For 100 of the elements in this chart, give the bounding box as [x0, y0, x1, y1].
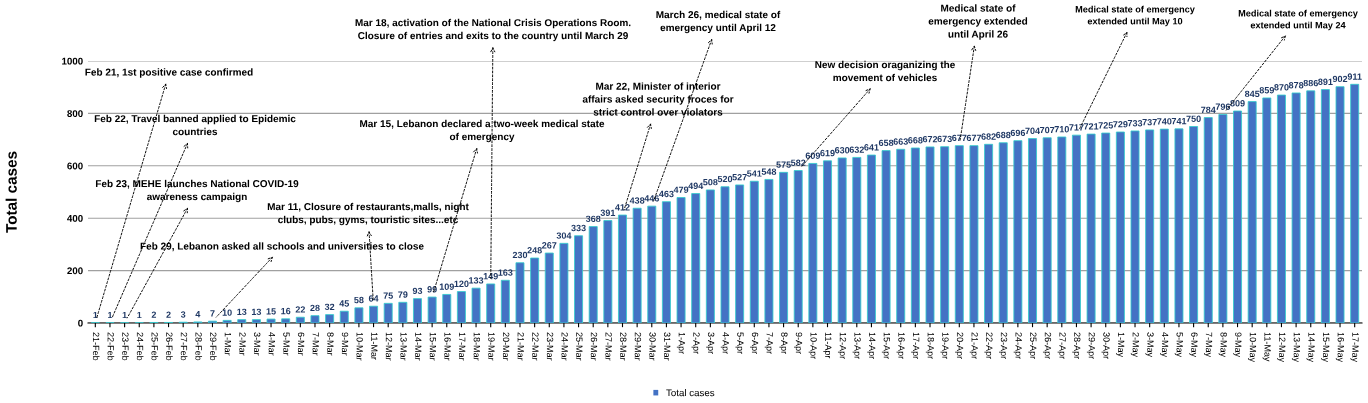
x-tick-label: 1-May — [1116, 332, 1125, 358]
bar — [1130, 130, 1140, 323]
x-tick-label: 8-May — [1218, 332, 1227, 358]
data-label: 304 — [556, 232, 572, 239]
bar — [442, 294, 452, 323]
data-label: 809 — [1230, 100, 1245, 107]
x-tick-label: 28-Mar — [620, 332, 627, 361]
bar — [588, 226, 598, 323]
x-tick-label: 7-Mar — [312, 332, 319, 356]
data-label: 248 — [527, 247, 542, 254]
data-label: 677 — [952, 134, 967, 142]
y-tick-label: 0 — [78, 319, 83, 327]
bar — [1218, 114, 1228, 323]
data-label: 149 — [483, 273, 498, 280]
bar — [940, 146, 950, 323]
y-tick-label: 600 — [67, 162, 83, 170]
x-tick-label: 21-Apr — [969, 332, 978, 359]
x-tick-label: 17-May — [1350, 332, 1359, 363]
x-tick-label: 14-May — [1306, 332, 1315, 363]
data-label: 1 — [108, 311, 113, 319]
x-tick-label: 20-Mar — [502, 332, 510, 361]
x-tick-label: 8-Mar — [327, 332, 334, 356]
data-label: 891 — [1318, 78, 1333, 85]
data-label: 391 — [600, 209, 616, 217]
x-tick-label: 27-Apr — [1057, 332, 1066, 359]
bar — [1335, 86, 1345, 323]
data-label: 13 — [251, 308, 262, 316]
annotation: Feb 22, Travel banned applied to Epidemic countries — [94, 114, 296, 136]
x-tick-label: 23-Mar — [546, 332, 554, 361]
bar — [749, 180, 759, 323]
data-label: 2 — [151, 311, 157, 318]
bar — [705, 189, 715, 323]
x-tick-label: 25-Mar — [576, 332, 583, 361]
data-label: 707 — [1040, 126, 1055, 134]
bar — [1233, 110, 1242, 323]
x-tick-label: 22-Mar — [532, 332, 539, 361]
data-label: 682 — [981, 133, 996, 140]
bar — [779, 171, 789, 323]
bar — [281, 318, 291, 323]
data-label: 16 — [281, 307, 291, 315]
data-label: 878 — [1288, 82, 1304, 89]
bar — [1350, 83, 1360, 323]
x-tick-label: 10-Mar — [356, 332, 363, 361]
bar — [735, 184, 745, 323]
x-tick-label: 29-Mar — [634, 332, 642, 361]
bar — [544, 252, 554, 323]
annotation: Feb 23, MEHE launches National COVID-19 awareness campaign — [95, 179, 299, 203]
bar — [661, 201, 671, 323]
bar — [925, 146, 935, 323]
data-label: 267 — [542, 242, 557, 249]
x-tick-label: 23-Apr — [999, 332, 1008, 359]
bar — [1189, 126, 1199, 323]
x-tick-label: 14-Apr — [867, 332, 876, 359]
x-tick-label: 28-Feb — [195, 332, 203, 361]
data-label: 75 — [383, 292, 393, 299]
x-tick-label: 22-Apr — [984, 332, 993, 359]
bar — [852, 157, 862, 323]
annotation: Mar 15, Lebanon declared a two-week medical state of emergency — [360, 119, 605, 143]
data-label: 663 — [893, 138, 908, 145]
x-tick-label: 28-Apr — [1072, 332, 1081, 359]
bar — [837, 157, 847, 323]
data-label: 672 — [922, 135, 938, 143]
data-label: 79 — [398, 291, 408, 298]
bar — [1145, 129, 1155, 323]
data-label: 479 — [673, 186, 689, 193]
x-tick-label: 16-Apr — [896, 332, 905, 359]
x-tick-label: 15-May — [1321, 332, 1330, 363]
y-tick-label: 1000 — [62, 57, 83, 65]
x-tick-label: 27-Mar — [605, 332, 612, 361]
bar — [881, 150, 891, 323]
x-tick-label: 20-Apr — [955, 332, 964, 359]
bar — [1277, 94, 1286, 323]
data-label: 32 — [324, 303, 335, 311]
data-label: 508 — [703, 178, 718, 186]
bar — [969, 145, 979, 323]
bar — [1291, 92, 1301, 323]
x-tick-label: 30-Mar — [649, 332, 656, 361]
bar — [471, 287, 481, 323]
data-label: 438 — [629, 197, 645, 204]
bar — [427, 296, 437, 323]
x-tick-label: 25-Apr — [1028, 332, 1037, 359]
data-label: 7 — [210, 310, 215, 317]
data-label: 582 — [790, 159, 806, 166]
y-tick-label: 400 — [67, 214, 83, 222]
x-tick-label: 12-May — [1277, 332, 1286, 363]
y-axis-title: Total cases — [5, 151, 17, 233]
bar — [1159, 128, 1169, 323]
x-tick-label: 10-Apr — [808, 332, 817, 359]
x-tick-label: 29-Apr — [1086, 332, 1096, 359]
bar — [647, 205, 657, 323]
x-tick-label: 3-Apr — [706, 332, 715, 354]
x-tick-label: 19-Apr — [940, 332, 949, 359]
x-tick-label: 17-Apr — [911, 332, 920, 359]
bar — [1028, 138, 1037, 323]
bar — [339, 310, 349, 323]
annotation: Feb 21, 1st positive case confirmed — [85, 68, 253, 78]
bar — [632, 207, 642, 323]
data-label: 3 — [180, 311, 186, 318]
data-label: 548 — [761, 168, 777, 175]
x-tick-label: 14-Mar — [415, 332, 422, 361]
